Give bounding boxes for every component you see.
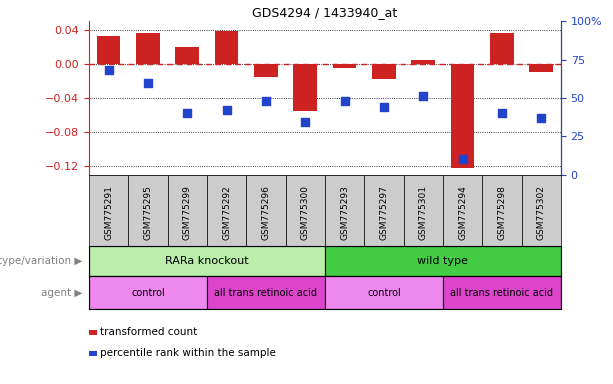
Bar xyxy=(443,175,482,246)
Bar xyxy=(490,33,514,64)
Point xyxy=(536,115,546,121)
Bar xyxy=(522,175,561,246)
Point xyxy=(458,156,468,162)
Text: GSM775293: GSM775293 xyxy=(340,185,349,240)
Text: percentile rank within the sample: percentile rank within the sample xyxy=(100,348,276,358)
Text: GSM775295: GSM775295 xyxy=(143,185,153,240)
Bar xyxy=(530,64,553,72)
Bar xyxy=(89,276,207,309)
Bar xyxy=(136,33,159,64)
Bar xyxy=(254,64,278,76)
Text: GSM775300: GSM775300 xyxy=(301,185,310,240)
Bar xyxy=(89,246,325,276)
Bar xyxy=(325,276,443,309)
Text: GSM775294: GSM775294 xyxy=(458,185,467,240)
Bar xyxy=(294,64,317,111)
Text: GSM775291: GSM775291 xyxy=(104,185,113,240)
Point xyxy=(300,119,310,126)
Bar xyxy=(207,175,246,246)
Bar xyxy=(364,175,403,246)
Text: RARa knockout: RARa knockout xyxy=(165,256,249,266)
Text: GSM775297: GSM775297 xyxy=(379,185,389,240)
Point xyxy=(222,107,232,113)
Text: all trans retinoic acid: all trans retinoic acid xyxy=(215,288,318,298)
Point xyxy=(379,104,389,110)
Bar xyxy=(325,175,364,246)
Text: control: control xyxy=(367,288,401,298)
Point xyxy=(340,98,349,104)
Point xyxy=(104,67,113,73)
Point xyxy=(261,98,271,104)
Text: agent ▶: agent ▶ xyxy=(42,288,83,298)
Point xyxy=(497,110,507,116)
Text: genotype/variation ▶: genotype/variation ▶ xyxy=(0,256,83,266)
Bar xyxy=(215,31,238,64)
Text: transformed count: transformed count xyxy=(100,327,197,337)
Bar xyxy=(443,276,561,309)
Bar xyxy=(333,64,356,68)
Text: GSM775292: GSM775292 xyxy=(222,185,231,240)
Bar xyxy=(128,175,167,246)
Text: control: control xyxy=(131,288,165,298)
Bar xyxy=(246,175,286,246)
Text: GSM775298: GSM775298 xyxy=(497,185,506,240)
Title: GDS4294 / 1433940_at: GDS4294 / 1433940_at xyxy=(253,5,397,18)
Bar xyxy=(451,64,474,168)
Bar xyxy=(89,175,128,246)
Text: all trans retinoic acid: all trans retinoic acid xyxy=(451,288,554,298)
Bar xyxy=(97,36,120,64)
Text: wild type: wild type xyxy=(417,256,468,266)
Point xyxy=(418,93,428,99)
Point xyxy=(182,110,192,116)
Bar xyxy=(167,175,207,246)
Bar xyxy=(411,60,435,64)
Bar xyxy=(207,276,325,309)
Bar xyxy=(175,47,199,64)
Text: GSM775296: GSM775296 xyxy=(261,185,270,240)
Bar xyxy=(325,246,561,276)
Text: GSM775299: GSM775299 xyxy=(183,185,192,240)
Bar xyxy=(482,175,522,246)
Text: GSM775301: GSM775301 xyxy=(419,185,428,240)
Point xyxy=(143,79,153,86)
Bar xyxy=(286,175,325,246)
Bar xyxy=(372,64,395,79)
Bar xyxy=(403,175,443,246)
Text: GSM775302: GSM775302 xyxy=(537,185,546,240)
